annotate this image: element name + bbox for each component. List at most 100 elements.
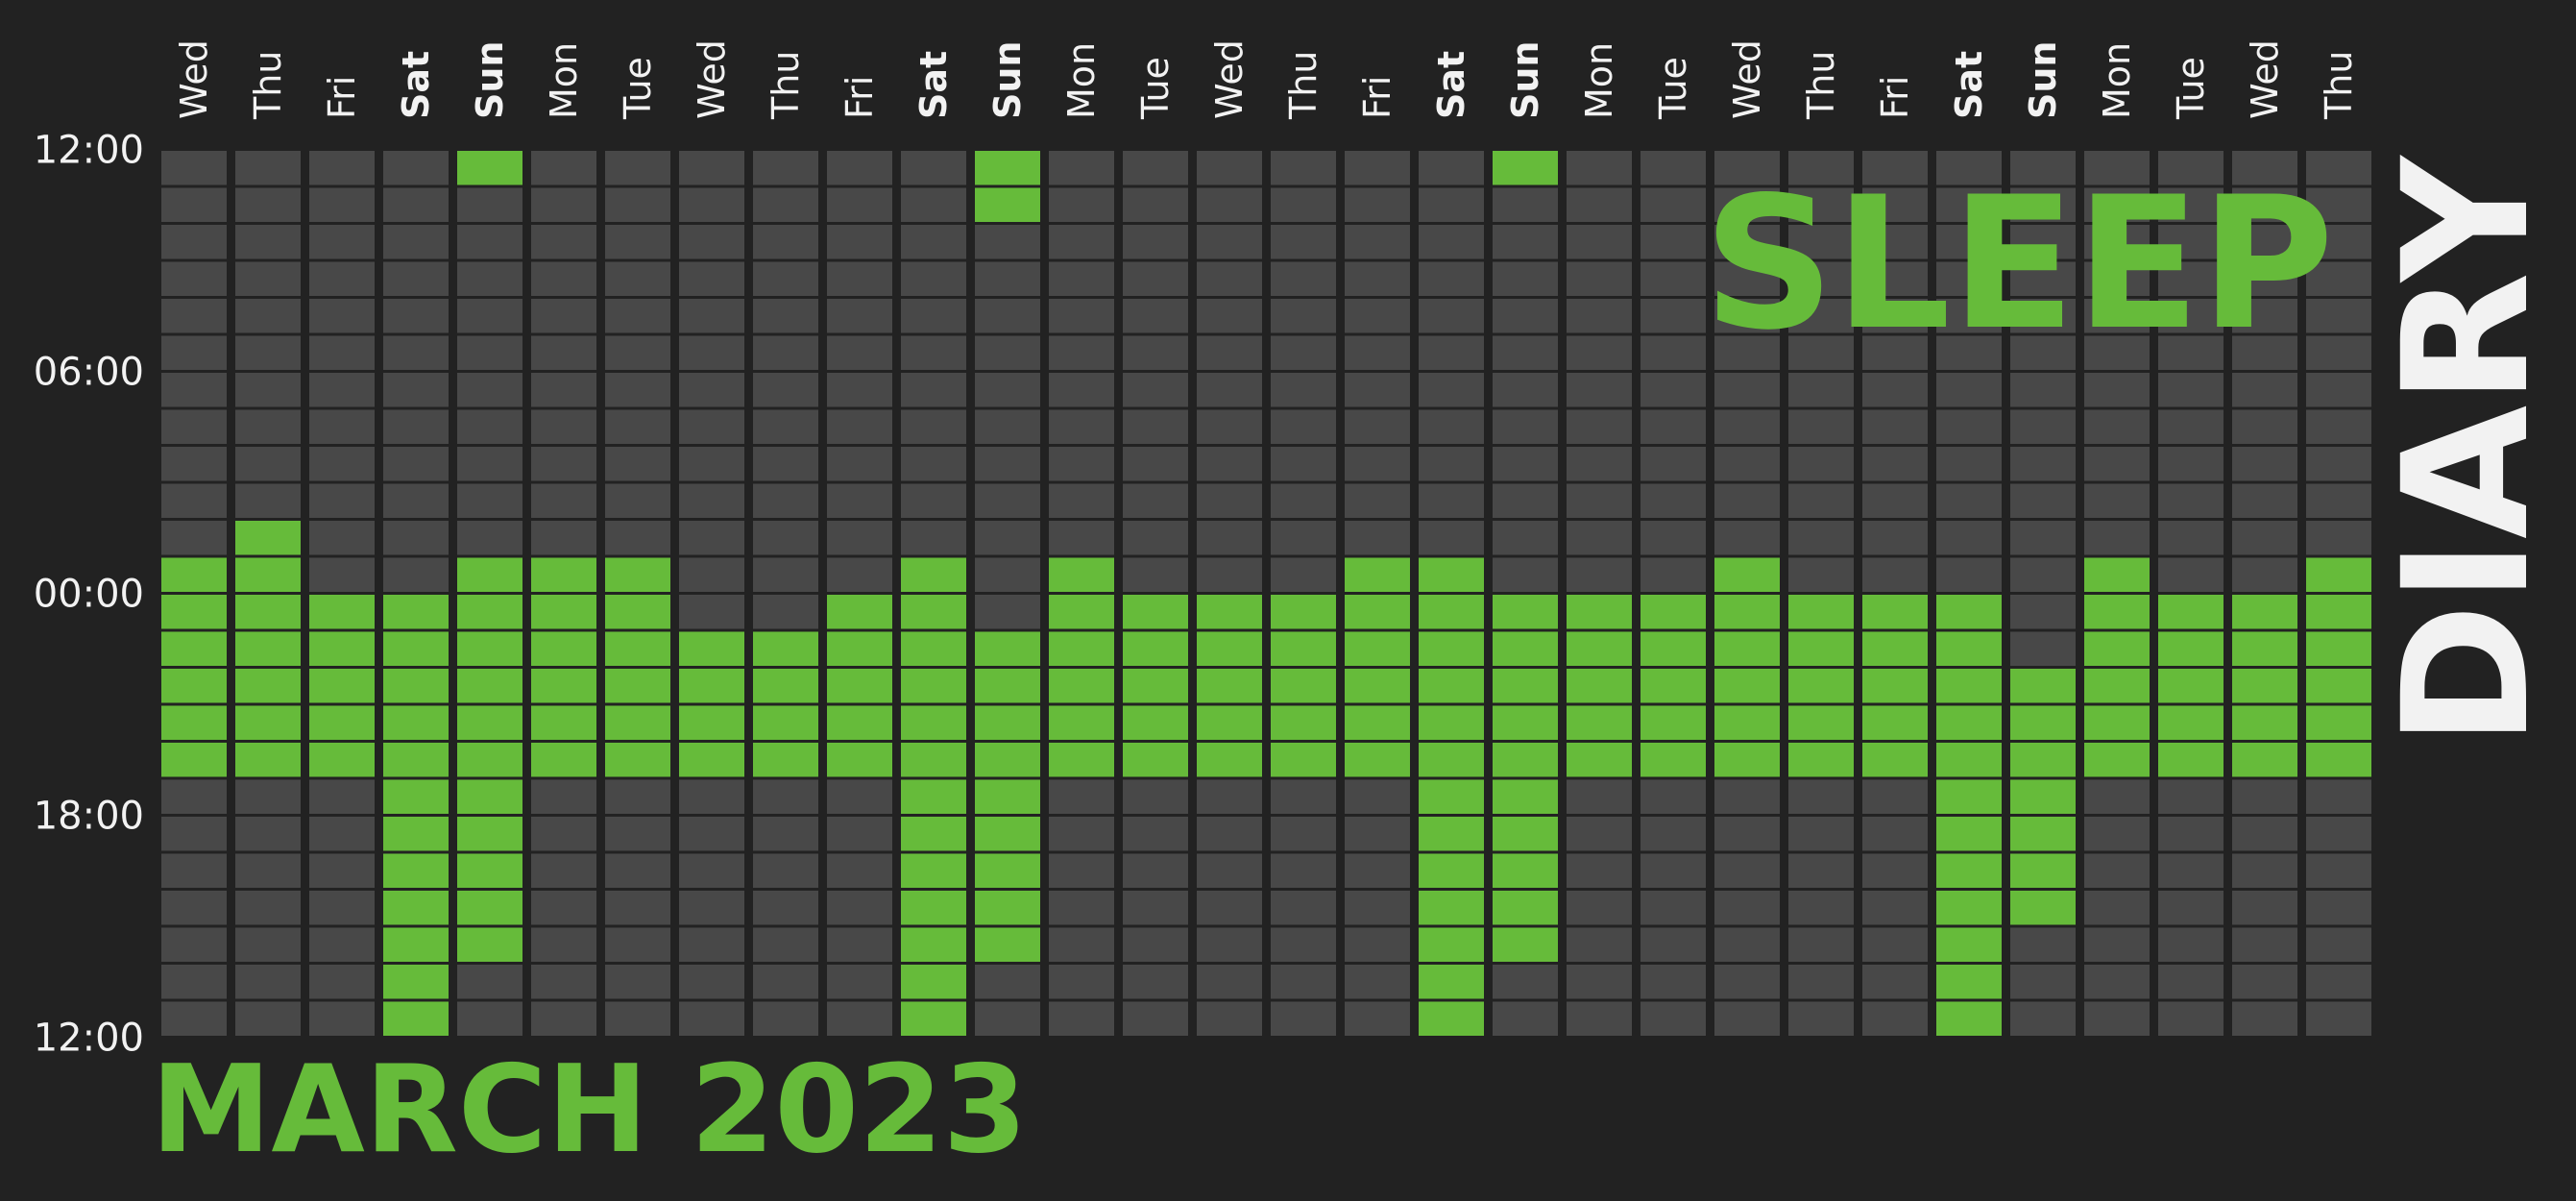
empty-cell <box>1714 225 1780 259</box>
empty-cell <box>1567 483 1632 518</box>
empty-cell <box>457 299 522 333</box>
empty-cell <box>679 483 744 518</box>
empty-cell <box>383 557 449 592</box>
empty-cell <box>1271 261 1336 296</box>
sleep-cell <box>753 631 818 666</box>
empty-cell <box>827 299 892 333</box>
empty-cell <box>531 373 596 407</box>
sleep-cell <box>605 557 670 592</box>
empty-cell <box>2010 595 2076 629</box>
empty-cell <box>2084 187 2150 222</box>
empty-cell <box>2232 853 2297 888</box>
empty-cell <box>901 261 966 296</box>
empty-cell <box>531 853 596 888</box>
sleep-cell <box>457 151 522 185</box>
empty-cell <box>679 299 744 333</box>
sleep-cell <box>1936 705 2002 740</box>
empty-cell <box>2158 409 2224 444</box>
empty-cell <box>383 483 449 518</box>
empty-cell <box>1493 187 1558 222</box>
empty-cell <box>1345 1001 1410 1036</box>
empty-cell <box>1640 225 1706 259</box>
empty-cell <box>1567 965 1632 999</box>
empty-cell <box>901 225 966 259</box>
empty-cell <box>161 927 227 962</box>
empty-cell <box>161 521 227 555</box>
empty-cell <box>161 891 227 925</box>
empty-cell <box>1788 779 1854 814</box>
empty-cell <box>531 151 596 185</box>
sleep-cell <box>1345 705 1410 740</box>
sleep-cell <box>1640 669 1706 703</box>
sleep-cell <box>901 743 966 777</box>
day-label: Thu <box>1800 51 1842 120</box>
empty-cell <box>2158 299 2224 333</box>
empty-cell <box>531 521 596 555</box>
empty-cell <box>1936 483 2002 518</box>
empty-cell <box>383 409 449 444</box>
sleep-cell <box>1640 705 1706 740</box>
empty-cell <box>235 483 301 518</box>
empty-cell <box>309 225 375 259</box>
sleep-cell <box>1936 817 2002 851</box>
empty-cell <box>1271 817 1336 851</box>
empty-cell <box>531 817 596 851</box>
empty-cell <box>235 151 301 185</box>
empty-cell <box>1714 521 1780 555</box>
empty-cell <box>1123 261 1188 296</box>
empty-cell <box>309 447 375 481</box>
sleep-cell <box>2010 891 2076 925</box>
empty-cell <box>1640 779 1706 814</box>
empty-cell <box>1271 965 1336 999</box>
sleep-cell <box>1419 557 1484 592</box>
title-sleep: SLEEP <box>1703 158 2334 370</box>
sleep-cell <box>2084 705 2150 740</box>
sleep-cell <box>161 595 227 629</box>
sleep-cell <box>1936 743 2002 777</box>
empty-cell <box>901 151 966 185</box>
empty-cell <box>2084 779 2150 814</box>
empty-cell <box>827 557 892 592</box>
sleep-cell <box>1788 705 1854 740</box>
empty-cell <box>1788 373 1854 407</box>
empty-cell <box>1788 817 1854 851</box>
empty-cell <box>383 187 449 222</box>
sleep-cell <box>383 927 449 962</box>
empty-cell <box>827 373 892 407</box>
sleep-cell <box>605 595 670 629</box>
sleep-cell <box>975 743 1040 777</box>
sleep-cell <box>457 595 522 629</box>
empty-cell <box>1936 187 2002 222</box>
empty-cell <box>2232 779 2297 814</box>
day-label: Mon <box>1060 42 1103 119</box>
day-label: Sat <box>1430 51 1472 119</box>
sleep-cell <box>1862 595 1928 629</box>
sleep-cell <box>309 595 375 629</box>
empty-cell <box>1345 817 1410 851</box>
empty-cell <box>383 521 449 555</box>
sleep-cell <box>1936 927 2002 962</box>
empty-cell <box>457 335 522 370</box>
sleep-cell <box>1123 669 1188 703</box>
empty-cell <box>2084 299 2150 333</box>
sleep-cell <box>1788 743 1854 777</box>
empty-cell <box>605 447 670 481</box>
sleep-cell <box>457 853 522 888</box>
empty-cell <box>827 483 892 518</box>
sleep-cell <box>235 743 301 777</box>
sleep-cell <box>1936 669 2002 703</box>
empty-cell <box>1123 225 1188 259</box>
empty-cell <box>1197 299 1262 333</box>
empty-cell <box>1049 891 1114 925</box>
sleep-cell <box>457 743 522 777</box>
empty-cell <box>2306 447 2371 481</box>
empty-cell <box>679 409 744 444</box>
sleep-cell <box>2084 595 2150 629</box>
sleep-cell <box>679 743 744 777</box>
sleep-cell <box>531 743 596 777</box>
sleep-cell <box>975 927 1040 962</box>
empty-cell <box>1788 261 1854 296</box>
empty-cell <box>161 373 227 407</box>
empty-cell <box>1788 927 1854 962</box>
empty-cell <box>2306 151 2371 185</box>
